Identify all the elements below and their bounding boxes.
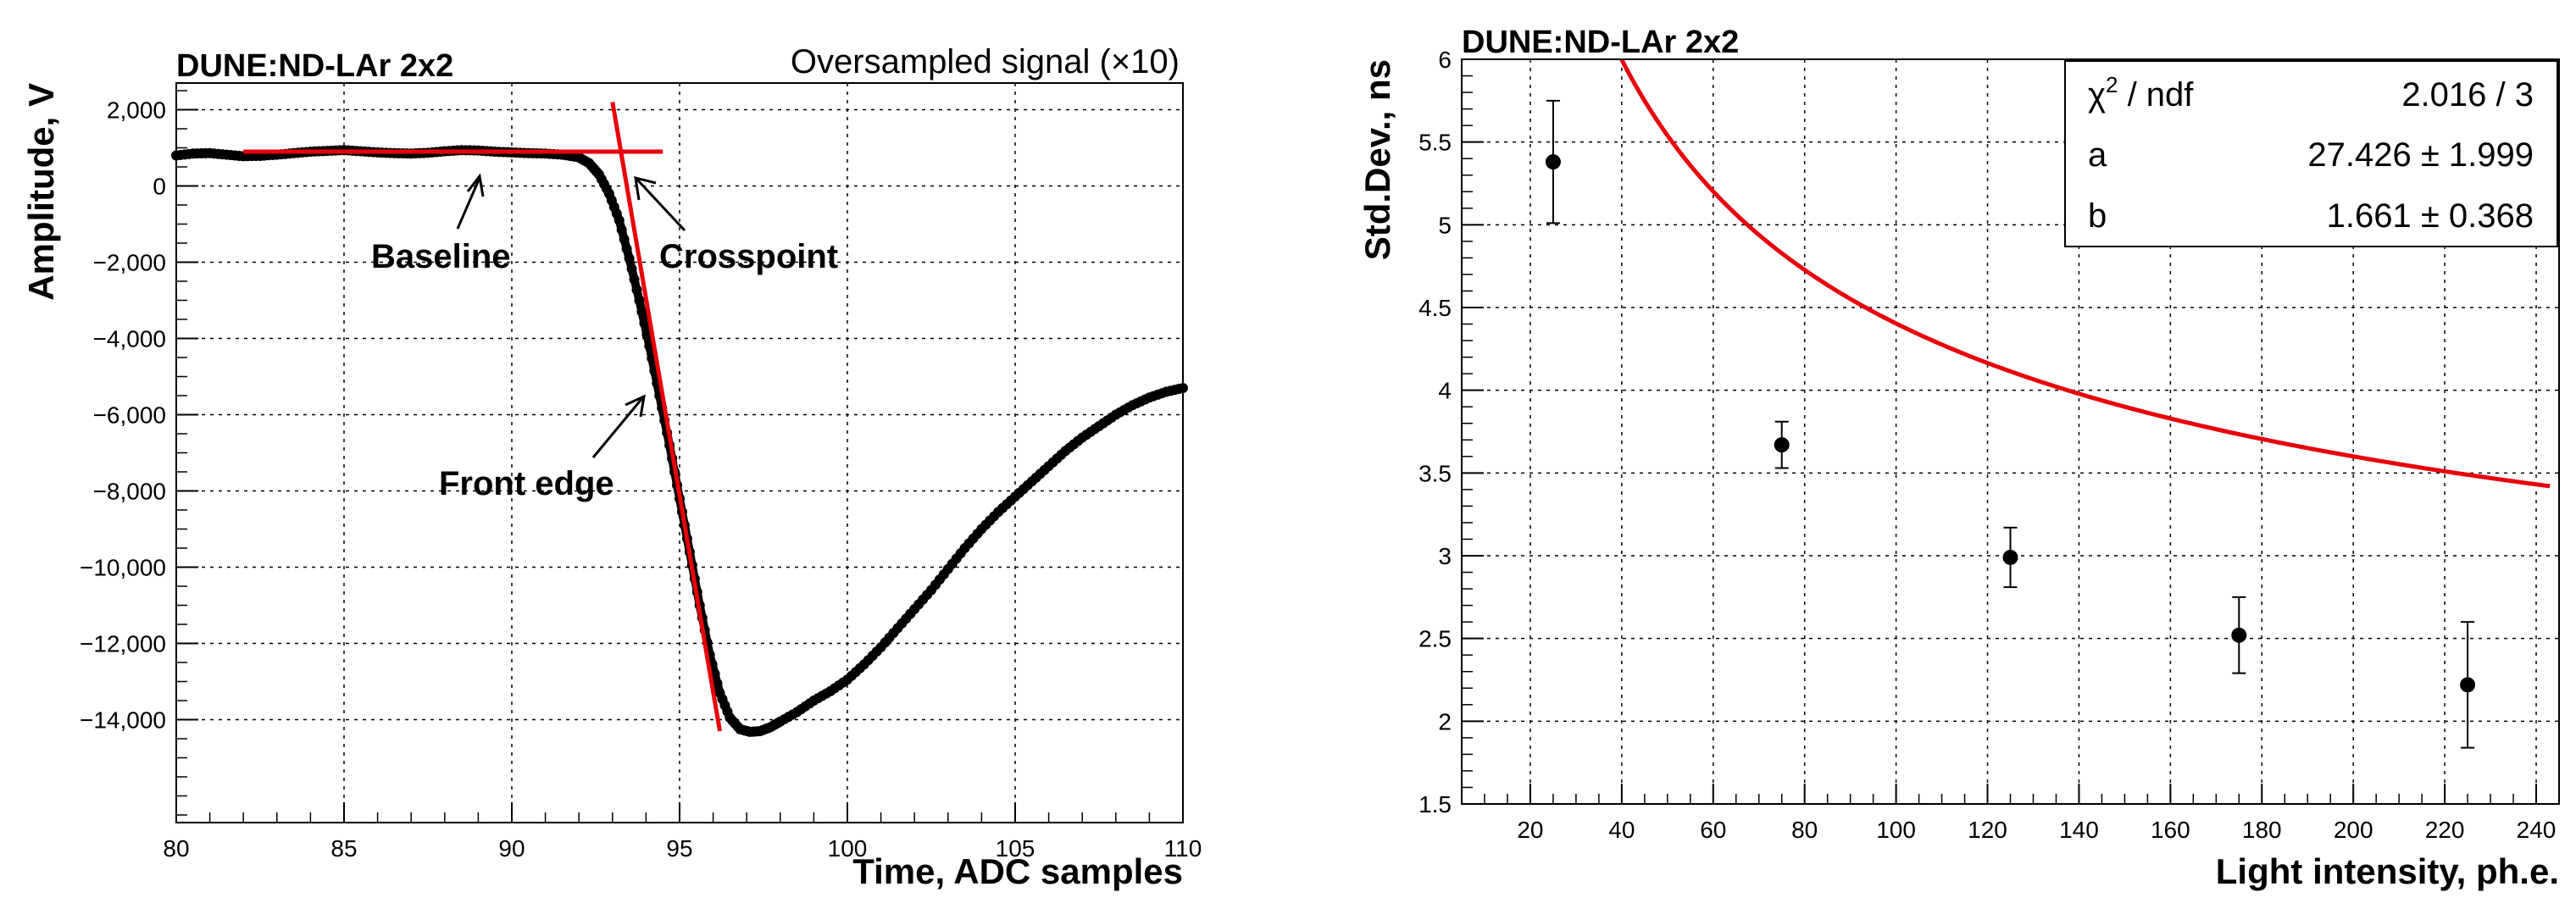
x-tick-label: 140 xyxy=(2059,817,2099,843)
data-point xyxy=(2460,677,2476,693)
y-tick-label: 2 xyxy=(1438,708,1452,734)
arrow-front-edge xyxy=(591,397,644,458)
x-tick-label: 90 xyxy=(498,835,525,862)
signal-point xyxy=(619,234,630,245)
right-data-points xyxy=(1545,99,2476,749)
signal-point xyxy=(616,224,627,236)
data-point xyxy=(2002,549,2018,565)
y-tick-label: −14,000 xyxy=(80,707,166,734)
x-tick-label: 105 xyxy=(996,835,1035,862)
fit-curve xyxy=(1619,58,2551,489)
data-point xyxy=(1545,154,1561,170)
signal-point xyxy=(712,678,723,689)
y-tick-label: 6 xyxy=(1438,47,1452,73)
y-tick-label: 4 xyxy=(1438,378,1452,404)
x-tick-label: 60 xyxy=(1700,817,1726,843)
right-fit-curve xyxy=(1619,58,2551,489)
x-tick-label: 100 xyxy=(828,835,868,862)
stats-b-value: 1.661 ± 0.368 xyxy=(2327,197,2534,235)
left-plot-title: DUNE:ND-LAr 2x2 xyxy=(176,48,453,84)
x-tick-label: 95 xyxy=(666,835,692,862)
y-tick-label: 2,000 xyxy=(107,97,166,124)
left-x-axis-title: Time, ADC samples xyxy=(852,851,1183,891)
annotation-arrows xyxy=(456,173,686,458)
x-tick-label: 160 xyxy=(2151,817,2190,843)
signal-point xyxy=(613,215,625,225)
stats-chi2-label: χ2 / ndf xyxy=(2088,72,2194,114)
y-tick-label: −6,000 xyxy=(93,402,166,429)
x-tick-label: 20 xyxy=(1517,817,1543,843)
arrow-front-edge-head xyxy=(625,394,646,418)
signal-point xyxy=(624,253,635,263)
left-tick-labels: 80 85 90 95 100 105 110 2,000 0 −2,000 −4,000 −6,00… xyxy=(80,97,1202,862)
x-tick-label: 200 xyxy=(2334,817,2373,843)
left-y-axis-title: Amplitude, V xyxy=(21,83,61,301)
y-tick-label: −10,000 xyxy=(80,555,166,581)
left-chart: 80 85 90 95 100 105 110 2,000 0 −2,000 −4,000 −6,00… xyxy=(21,43,1202,891)
y-tick-label: 3 xyxy=(1438,543,1452,569)
y-tick-label: −8,000 xyxy=(93,479,166,505)
right-frame xyxy=(1461,58,2560,805)
data-point xyxy=(1774,437,1790,453)
right-grid xyxy=(1462,58,2559,805)
stats-b-label: b xyxy=(2088,197,2107,235)
fit-line-front-edge xyxy=(610,102,722,732)
x-tick-label: 180 xyxy=(2242,817,2282,843)
signal-point xyxy=(636,307,647,317)
right-x-axis-title: Light intensity, ph.e. xyxy=(2216,851,2559,891)
right-tick-labels: 20 40 60 80 100 120 140 160 180 200 220 240 1.5 2 2.5 3… xyxy=(1418,47,2556,843)
y-tick-label: −2,000 xyxy=(93,250,166,276)
left-grid xyxy=(175,83,1184,823)
y-tick-label: 5 xyxy=(1438,212,1452,238)
right-y-axis-title: Std.Dev., ns xyxy=(1357,59,1397,260)
arrow-crosspoint-head xyxy=(634,175,657,201)
signal-point xyxy=(631,285,642,296)
right-plot-title: DUNE:ND-LAr 2x2 xyxy=(1462,25,1739,60)
x-tick-label: 110 xyxy=(1164,835,1202,862)
arrow-baseline-head xyxy=(466,173,485,197)
y-tick-label: 1.5 xyxy=(1418,791,1452,818)
stats-a-value: 27.426 ± 1.999 xyxy=(2307,136,2534,174)
arrow-baseline xyxy=(456,177,481,230)
y-tick-label: 3.5 xyxy=(1418,460,1452,486)
right-chart: 20 40 60 80 100 120 140 160 180 200 220 240 1.5 2 2.5 3… xyxy=(1357,25,2560,891)
stats-box: χ2 / ndf 2.016 / 3 a 27.426 ± 1.999 b 1.… xyxy=(2064,60,2558,247)
y-tick-label: 5.5 xyxy=(1418,130,1452,156)
y-tick-label: −12,000 xyxy=(80,631,166,657)
left-plot-subtitle: Oversampled signal (×10) xyxy=(791,43,1180,80)
stats-chi2-value: 2.016 / 3 xyxy=(2401,76,2534,114)
signal-point xyxy=(641,330,652,340)
stats-a-label: a xyxy=(2088,136,2107,174)
signal-point xyxy=(634,295,645,306)
x-tick-label: 240 xyxy=(2517,817,2557,843)
signal-point xyxy=(639,318,650,329)
signal-point xyxy=(629,274,640,285)
annotation-baseline: Baseline xyxy=(371,238,511,275)
stats-box-frame xyxy=(2064,60,2558,247)
annotation-crosspoint: Crosspoint xyxy=(659,238,838,275)
signal-point xyxy=(621,243,632,254)
x-tick-label: 80 xyxy=(163,835,189,862)
y-tick-label: 4.5 xyxy=(1418,295,1452,321)
x-tick-label: 120 xyxy=(1968,817,2007,843)
y-tick-label: 0 xyxy=(153,174,166,200)
x-tick-label: 220 xyxy=(2425,817,2465,843)
y-tick-label: −4,000 xyxy=(93,326,166,352)
y-tick-label: 2.5 xyxy=(1418,626,1452,652)
left-frame xyxy=(175,82,1184,823)
data-point xyxy=(2231,627,2247,643)
arrow-crosspoint xyxy=(636,178,686,232)
x-tick-label: 85 xyxy=(330,835,357,862)
x-tick-label: 40 xyxy=(1608,817,1635,843)
annotation-front-edge: Front edge xyxy=(439,465,614,502)
x-tick-label: 80 xyxy=(1791,817,1818,843)
left-fit-lines xyxy=(243,102,722,732)
signal-point xyxy=(626,263,637,274)
x-tick-label: 100 xyxy=(1876,817,1916,843)
